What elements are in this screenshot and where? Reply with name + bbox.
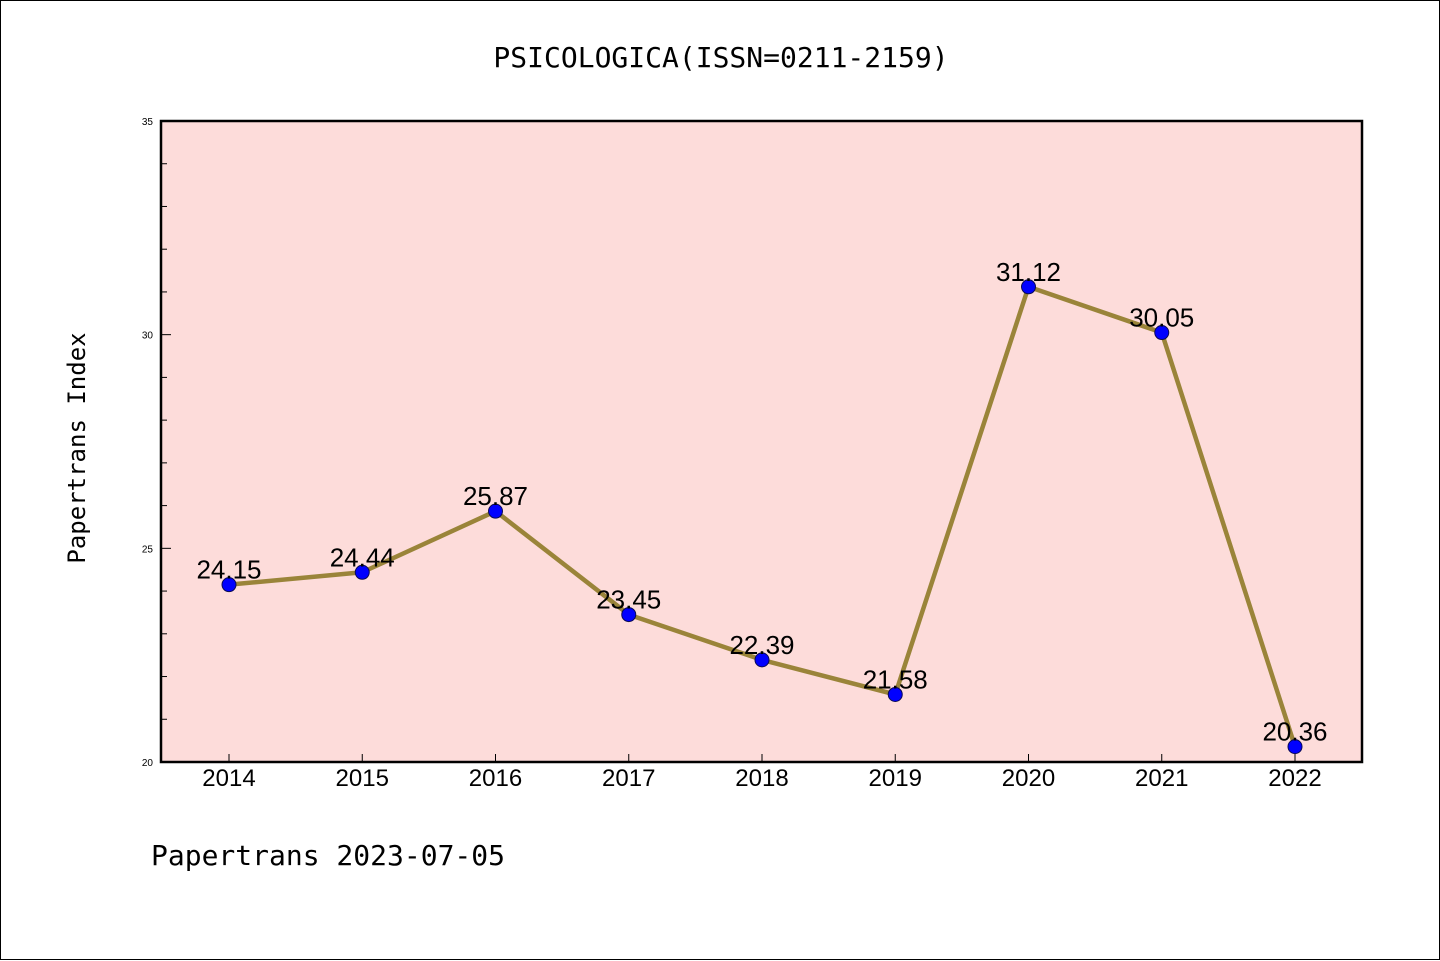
data-label: 30.05 xyxy=(1129,303,1194,333)
y-tick-label: 35 xyxy=(142,117,154,128)
plot-border xyxy=(159,119,1364,764)
data-label: 31.12 xyxy=(996,257,1061,287)
chart-title: PSICOLOGICA(ISSN=0211-2159) xyxy=(493,41,948,74)
footer-date-text: Papertrans 2023-07-05 xyxy=(151,839,505,872)
data-point-marker xyxy=(1154,325,1170,341)
series-line-group xyxy=(221,279,1303,755)
x-axis: 2014 2015 2016 2017 2018 2019 2020 2021 2022 xyxy=(202,754,1322,792)
x-tick-label: 2018 xyxy=(735,765,788,792)
data-point-marker xyxy=(1021,279,1036,295)
x-tick-label: 2022 xyxy=(1268,765,1321,792)
data-point-marker xyxy=(621,607,637,623)
y-tick-label: 30 xyxy=(142,331,154,342)
data-point-marker xyxy=(221,577,237,593)
data-label: 22.39 xyxy=(729,630,794,660)
x-tick-label: 2014 xyxy=(202,765,255,792)
data-label-group: 24.15 24.44 25.87 23.45 22.39 21.58 31.12 30.05… xyxy=(196,257,1327,747)
data-point-marker xyxy=(488,503,503,519)
x-tick-label: 2015 xyxy=(336,765,389,792)
x-tick-label: 2019 xyxy=(869,765,922,792)
x-tick-label: 2020 xyxy=(1002,765,1055,792)
y-tick-label: 25 xyxy=(142,544,154,555)
data-label: 25.87 xyxy=(463,481,528,511)
data-point-marker xyxy=(354,564,370,580)
y-axis-label: Papertrans Index xyxy=(63,332,91,563)
data-label: 20.36 xyxy=(1262,717,1327,747)
data-label: 21.58 xyxy=(863,664,928,694)
x-tick-label: 2021 xyxy=(1135,765,1188,792)
data-point-marker xyxy=(1287,739,1303,755)
data-label: 24.44 xyxy=(330,542,395,572)
x-tick-label: 2016 xyxy=(469,765,522,792)
data-label: 23.45 xyxy=(596,585,661,615)
data-point-marker xyxy=(887,686,903,702)
data-label: 24.15 xyxy=(196,555,261,585)
data-point-marker xyxy=(754,652,770,668)
y-tick-label: 20 xyxy=(142,758,154,769)
x-tick-label: 2017 xyxy=(602,765,655,792)
